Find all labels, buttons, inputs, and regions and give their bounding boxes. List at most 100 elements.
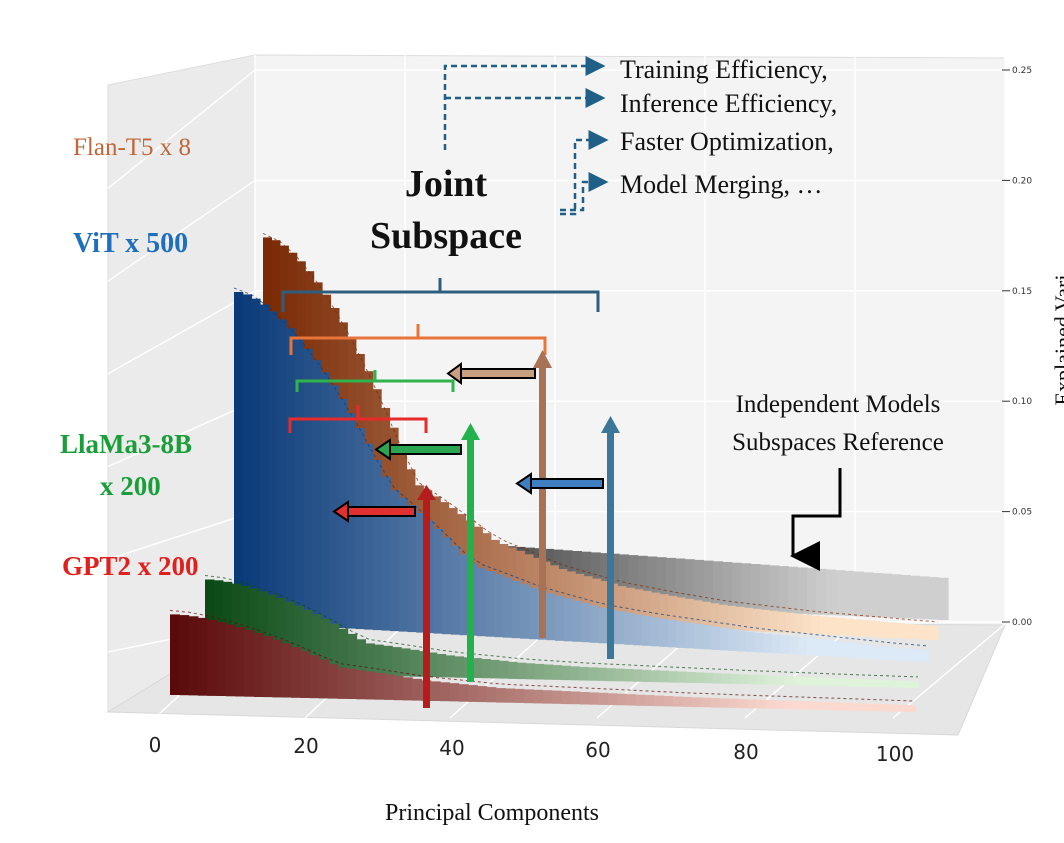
bar-flan [743, 607, 753, 631]
bar-llama [552, 665, 563, 680]
bar-vit [633, 614, 643, 646]
bar-gpt2 [579, 692, 590, 705]
bar-gpt2 [598, 692, 609, 705]
bar-vit [268, 311, 278, 624]
bar-flan [752, 608, 762, 632]
bar-reference [741, 563, 752, 612]
bar-flan [566, 571, 576, 623]
bar-gpt2 [272, 639, 283, 698]
grid-line-z-left [107, 290, 256, 375]
bar-gpt2 [197, 617, 208, 696]
bar-gpt2 [626, 694, 637, 706]
bar-vit [693, 623, 704, 649]
left-arrow-flan [446, 362, 536, 385]
bar-vit [294, 338, 304, 626]
bar-llama [356, 639, 366, 676]
bar-gpt2 [887, 704, 897, 712]
z-tick-label: 0.20 [1012, 176, 1032, 186]
bar-vit [806, 638, 816, 656]
bar-llama [490, 659, 500, 679]
bar-llama [427, 652, 438, 677]
bar-vit [277, 319, 287, 625]
independent-pointer [790, 468, 842, 571]
benefit-merging: Model Merging, … [620, 170, 822, 199]
bar-gpt2 [179, 615, 190, 696]
bar-reference [938, 577, 949, 620]
bar-vit [572, 600, 582, 642]
bar-vit [355, 428, 365, 630]
z-axis-label: Explained Vari [1050, 275, 1064, 406]
bar-gpt2 [477, 686, 488, 703]
bar-vit [858, 644, 868, 659]
left-arrow-vit [515, 472, 604, 495]
trend-llama [204, 575, 919, 678]
bar-llama [855, 679, 866, 687]
trend-vit [233, 287, 929, 647]
bar-llama [499, 660, 509, 679]
bar-gpt2 [635, 694, 646, 706]
bar-llama [267, 594, 277, 674]
series-label-llama-1: LlaMa3-8B [60, 429, 192, 459]
bar-llama [445, 655, 456, 678]
bar-vit [494, 574, 504, 638]
bar-reference [703, 560, 714, 610]
bar-llama [347, 633, 358, 676]
bar-vit [407, 505, 417, 633]
bar-gpt2 [402, 677, 413, 701]
bar-gpt2 [821, 702, 832, 710]
bar-flan [878, 621, 888, 638]
bar-vit [346, 413, 357, 629]
bar-gpt2 [589, 692, 599, 705]
bar-gpt2 [868, 703, 879, 712]
bar-llama [365, 643, 375, 676]
bar-vit [815, 639, 825, 656]
bar-flan [600, 581, 610, 624]
bar-llama [338, 628, 349, 676]
bar-llama [846, 678, 857, 687]
bar-llama [828, 678, 839, 687]
bar-llama [802, 677, 812, 686]
bar-gpt2 [244, 629, 255, 697]
bar-llama [597, 667, 607, 681]
bar-flan [727, 605, 737, 630]
bar-vit [502, 577, 513, 638]
bar-flan [887, 622, 897, 638]
gpt2-bracket [288, 405, 428, 433]
bar-flan [592, 578, 602, 624]
bar-llama [811, 677, 821, 686]
bar-vit [867, 645, 877, 659]
bar-vit [511, 580, 521, 639]
bar-flan [853, 619, 863, 637]
series-label-llama-2: x 200 [100, 471, 161, 501]
bar-vit [485, 571, 495, 637]
bar-gpt2 [384, 674, 395, 700]
bar-flan [676, 597, 686, 628]
x-axis-label: Principal Components [385, 800, 599, 826]
bar-reference [722, 562, 733, 611]
bar-llama [820, 677, 830, 686]
bar-vit [398, 497, 409, 632]
bar-llama [285, 601, 295, 674]
bar-llama [588, 667, 598, 681]
bar-gpt2 [458, 684, 469, 702]
bar-vit [893, 647, 903, 661]
bar-vit [581, 603, 591, 643]
bar-llama [659, 670, 669, 683]
bar-gpt2 [570, 691, 581, 705]
bar-llama [320, 618, 331, 675]
bar-flan [929, 626, 939, 640]
bar-vit [303, 348, 313, 627]
bar-flan [912, 624, 922, 640]
bar-llama [766, 675, 776, 685]
bar-gpt2 [170, 614, 180, 695]
bar-vit [902, 648, 912, 661]
bar-llama [793, 676, 803, 686]
bar-vit [589, 605, 599, 643]
bar-flan [862, 620, 872, 637]
bar-flan [583, 576, 593, 623]
bar-vit [797, 637, 808, 655]
bar-flan [760, 609, 770, 632]
bar-llama [632, 669, 643, 682]
bar-vit [312, 360, 322, 627]
